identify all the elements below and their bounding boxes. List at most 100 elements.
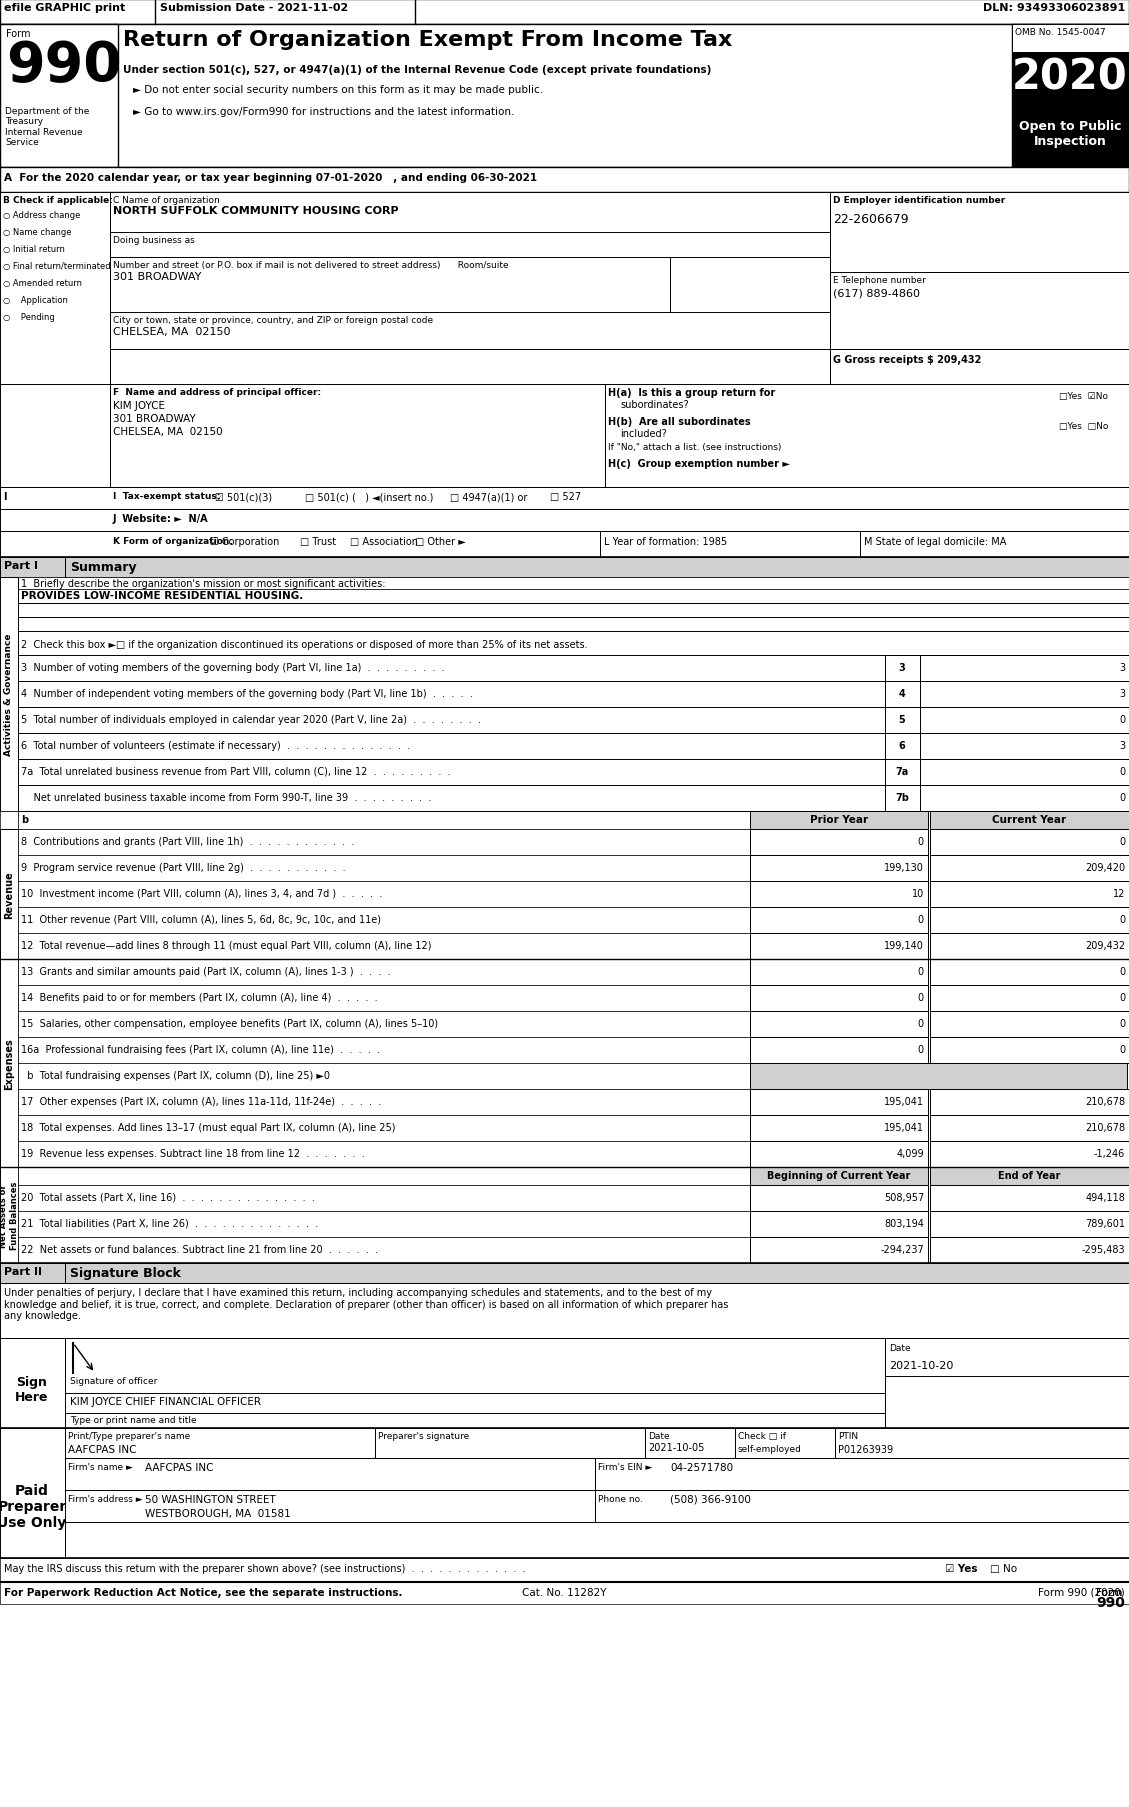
Bar	[18, 829, 750, 855]
Text: -1,246: -1,246	[1094, 1149, 1124, 1158]
Text: 13  Grants and similar amounts paid (Part IX, column (A), lines 1-3 )  .  .  .  : 13 Grants and similar amounts paid (Part…	[21, 967, 391, 976]
Text: 199,140: 199,140	[884, 940, 924, 950]
Bar	[885, 681, 920, 708]
Text: Part I: Part I	[5, 560, 38, 571]
Bar	[0, 1339, 65, 1428]
Text: 210,678: 210,678	[1085, 1097, 1124, 1106]
Text: ○    Application: ○ Application	[3, 296, 68, 305]
Text: 301 BROADWAY: 301 BROADWAY	[113, 414, 195, 425]
Text: Firm's address ►: Firm's address ►	[68, 1494, 142, 1503]
Text: Phone no.: Phone no.	[598, 1494, 642, 1503]
Text: 0: 0	[1119, 914, 1124, 925]
Bar	[18, 1063, 750, 1090]
Bar	[930, 934, 1129, 960]
Text: Activities & Governance: Activities & Governance	[5, 634, 14, 755]
Text: DLN: 93493306023891: DLN: 93493306023891	[982, 4, 1124, 13]
Text: Submission Date - 2021-11-02: Submission Date - 2021-11-02	[160, 4, 348, 13]
Text: ► Go to www.irs.gov/Form990 for instructions and the latest information.: ► Go to www.irs.gov/Form990 for instruct…	[133, 107, 515, 117]
Text: ○ Address change: ○ Address change	[3, 211, 80, 220]
Text: CHELSEA, MA  02150: CHELSEA, MA 02150	[113, 327, 230, 336]
Bar	[18, 656, 885, 681]
Bar	[885, 734, 920, 759]
Text: Summary: Summary	[70, 560, 137, 573]
Text: b: b	[21, 815, 28, 824]
Bar	[0, 558, 1129, 578]
Text: PROVIDES LOW-INCOME RESIDENTIAL HOUSING.: PROVIDES LOW-INCOME RESIDENTIAL HOUSING.	[21, 591, 304, 600]
Text: 3: 3	[899, 663, 905, 672]
Text: Prior Year: Prior Year	[809, 815, 868, 824]
Text: 12  Total revenue—add lines 8 through 11 (must equal Part VIII, column (A), line: 12 Total revenue—add lines 8 through 11 …	[21, 940, 431, 950]
Text: (508) 366-9100: (508) 366-9100	[669, 1494, 751, 1503]
Bar	[920, 759, 1129, 786]
Text: ○ Amended return: ○ Amended return	[3, 278, 82, 287]
Bar	[0, 1583, 1129, 1605]
Text: Form: Form	[6, 29, 30, 40]
Text: ☑ Yes: ☑ Yes	[945, 1563, 978, 1574]
Text: □ 527: □ 527	[550, 492, 581, 502]
Bar	[750, 855, 928, 882]
Bar	[18, 734, 885, 759]
Text: 14  Benefits paid to or for members (Part IX, column (A), line 4)  .  .  .  .  .: 14 Benefits paid to or for members (Part…	[21, 992, 377, 1003]
Text: Firm's name ►: Firm's name ►	[68, 1462, 133, 1471]
Bar	[835, 1428, 1129, 1458]
Text: 6: 6	[899, 741, 905, 750]
Text: Department of the
Treasury
Internal Revenue
Service: Department of the Treasury Internal Reve…	[5, 107, 89, 146]
Bar	[930, 882, 1129, 907]
Text: □ Association: □ Association	[350, 537, 418, 548]
Text: 195,041: 195,041	[884, 1097, 924, 1106]
Text: 04-2571780: 04-2571780	[669, 1462, 733, 1473]
Text: Current Year: Current Year	[992, 815, 1066, 824]
Text: KIM JOYCE CHIEF FINANCIAL OFFICER: KIM JOYCE CHIEF FINANCIAL OFFICER	[70, 1397, 261, 1406]
Text: Check □ if: Check □ if	[738, 1431, 786, 1440]
Bar	[750, 829, 928, 855]
Text: Return of Organization Exempt From Income Tax: Return of Organization Exempt From Incom…	[123, 31, 733, 51]
Text: 21  Total liabilities (Part X, line 26)  .  .  .  .  .  .  .  .  .  .  .  .  .  : 21 Total liabilities (Part X, line 26) .…	[21, 1218, 318, 1229]
Bar	[750, 1142, 928, 1167]
Bar	[0, 1167, 18, 1263]
Bar	[65, 1491, 595, 1521]
Text: Part II: Part II	[5, 1267, 42, 1276]
Text: 0: 0	[1119, 967, 1124, 976]
Text: b  Total fundraising expenses (Part IX, column (D), line 25) ►0: b Total fundraising expenses (Part IX, c…	[21, 1070, 330, 1081]
Bar	[735, 1428, 835, 1458]
Bar	[18, 855, 750, 882]
Bar	[750, 1211, 928, 1238]
Bar	[18, 934, 750, 960]
Bar	[920, 734, 1129, 759]
Text: 50 WASHINGTON STREET: 50 WASHINGTON STREET	[145, 1494, 275, 1503]
Bar	[750, 1238, 928, 1263]
Text: I  Tax-exempt status:: I Tax-exempt status:	[113, 492, 220, 501]
Text: Form: Form	[1095, 1587, 1124, 1597]
Text: KIM JOYCE: KIM JOYCE	[113, 401, 165, 410]
Bar	[0, 811, 18, 829]
Bar	[750, 1090, 928, 1115]
Text: Beginning of Current Year: Beginning of Current Year	[768, 1171, 911, 1180]
Text: 789,601: 789,601	[1085, 1218, 1124, 1229]
Bar	[885, 759, 920, 786]
Text: F  Name and address of principal officer:: F Name and address of principal officer:	[113, 389, 321, 398]
Text: ► Do not enter social security numbers on this form as it may be made public.: ► Do not enter social security numbers o…	[133, 85, 543, 96]
Text: 0: 0	[1119, 1019, 1124, 1028]
Text: City or town, state or province, country, and ZIP or foreign postal code: City or town, state or province, country…	[113, 316, 434, 325]
Bar	[0, 25, 119, 168]
Bar	[0, 1283, 1129, 1339]
Bar	[0, 385, 110, 488]
Text: 195,041: 195,041	[884, 1122, 924, 1133]
Bar	[0, 578, 18, 811]
Bar	[830, 351, 1129, 385]
Bar	[18, 1012, 750, 1037]
Text: □ 501(c) (   ) ◄(insert no.): □ 501(c) ( ) ◄(insert no.)	[305, 492, 434, 502]
Text: J  Website: ►  N/A: J Website: ► N/A	[113, 513, 209, 524]
Text: ☑ 501(c)(3): ☑ 501(c)(3)	[215, 492, 272, 502]
Text: -294,237: -294,237	[881, 1245, 924, 1254]
Bar	[65, 1339, 885, 1428]
Text: Form: Form	[1095, 1587, 1124, 1597]
Text: OMB No. 1545-0047: OMB No. 1545-0047	[1015, 27, 1105, 36]
Text: 19  Revenue less expenses. Subtract line 18 from line 12  .  .  .  .  .  .  .: 19 Revenue less expenses. Subtract line …	[21, 1149, 365, 1158]
Text: 0: 0	[918, 914, 924, 925]
Text: 6  Total number of volunteers (estimate if necessary)  .  .  .  .  .  .  .  .  .: 6 Total number of volunteers (estimate i…	[21, 741, 410, 750]
Bar	[0, 531, 1129, 558]
Bar	[110, 385, 605, 488]
Text: 22  Net assets or fund balances. Subtract line 21 from line 20  .  .  .  .  .  .: 22 Net assets or fund balances. Subtract…	[21, 1245, 378, 1254]
Text: M State of legal domicile: MA: M State of legal domicile: MA	[864, 537, 1006, 548]
